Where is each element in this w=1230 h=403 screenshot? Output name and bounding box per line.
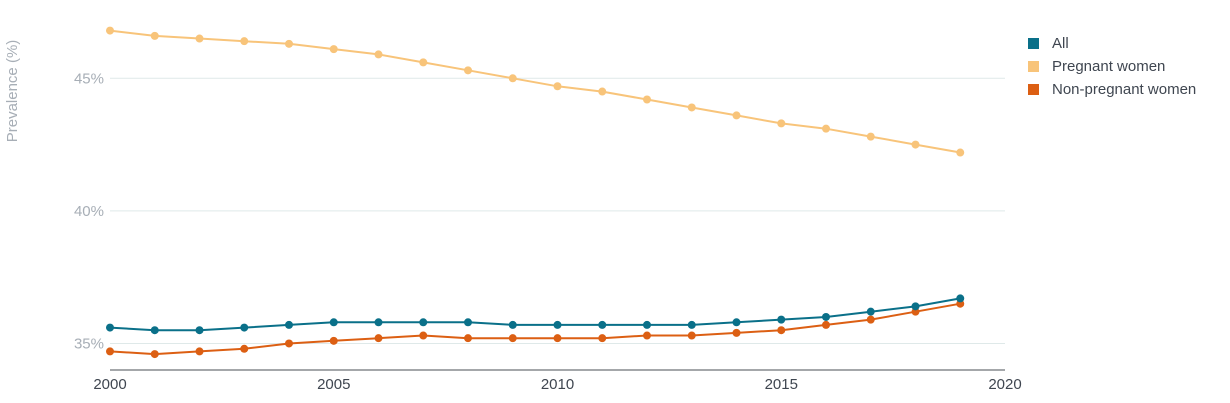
point-all-2019[interactable]: [956, 294, 965, 303]
point-pregnant-women-2015[interactable]: [777, 119, 786, 128]
point-non-pregnant-women-2001[interactable]: [150, 350, 159, 359]
point-pregnant-women-2005[interactable]: [329, 45, 338, 54]
legend-label-pregnant-women: Pregnant women: [1052, 58, 1166, 75]
point-all-2002[interactable]: [195, 326, 204, 335]
x-tick-label-2000: 2000: [93, 376, 126, 393]
point-non-pregnant-women-2009[interactable]: [508, 334, 517, 343]
point-pregnant-women-2009[interactable]: [508, 74, 517, 83]
x-tick-label-2005: 2005: [317, 376, 350, 393]
point-non-pregnant-women-2002[interactable]: [195, 347, 204, 356]
point-non-pregnant-women-2004[interactable]: [285, 339, 293, 348]
gridlines: [110, 77, 1005, 344]
point-non-pregnant-women-2012[interactable]: [643, 331, 651, 340]
point-pregnant-women-2007[interactable]: [419, 58, 428, 67]
y-tick-label-40: 40%: [74, 203, 104, 220]
point-non-pregnant-women-2010[interactable]: [553, 334, 562, 343]
series-pregnant-women: [106, 26, 965, 157]
legend-swatch-all: [1028, 38, 1039, 49]
point-non-pregnant-women-2015[interactable]: [777, 326, 786, 335]
point-pregnant-women-2008[interactable]: [464, 66, 472, 75]
point-all-2005[interactable]: [329, 318, 338, 327]
y-axis-title: Prevalence (%): [4, 40, 21, 143]
point-all-2001[interactable]: [150, 326, 159, 335]
series-line-all: [109, 297, 961, 332]
legend-swatch-non-pregnant-women: [1028, 84, 1039, 95]
point-all-2015[interactable]: [777, 315, 786, 324]
point-pregnant-women-2002[interactable]: [195, 34, 204, 43]
point-non-pregnant-women-2005[interactable]: [329, 336, 338, 345]
point-pregnant-women-2014[interactable]: [732, 111, 741, 120]
point-pregnant-women-2019[interactable]: [956, 148, 965, 157]
point-all-2008[interactable]: [464, 318, 472, 327]
point-pregnant-women-2010[interactable]: [553, 82, 562, 91]
point-pregnant-women-2013[interactable]: [687, 103, 696, 112]
series-all: [106, 294, 965, 335]
legend-item-non-pregnant-women[interactable]: Non-pregnant women: [1028, 78, 1196, 101]
legend: All Pregnant women Non-pregnant women: [1028, 32, 1196, 101]
point-all-2014[interactable]: [732, 318, 741, 327]
point-non-pregnant-women-2006[interactable]: [374, 334, 383, 343]
point-non-pregnant-women-2017[interactable]: [866, 315, 875, 324]
x-tick-label-2010: 2010: [541, 376, 574, 393]
point-pregnant-women-2016[interactable]: [822, 124, 830, 133]
point-pregnant-women-2017[interactable]: [866, 132, 875, 141]
point-pregnant-women-2001[interactable]: [150, 31, 159, 40]
point-pregnant-women-2004[interactable]: [285, 39, 293, 48]
point-non-pregnant-women-2011[interactable]: [598, 334, 607, 343]
point-all-2004[interactable]: [285, 320, 293, 329]
point-all-2011[interactable]: [598, 320, 607, 329]
legend-item-pregnant-women[interactable]: Pregnant women: [1028, 55, 1196, 78]
series-layer: [106, 26, 965, 359]
point-non-pregnant-women-2000[interactable]: [106, 347, 114, 356]
point-non-pregnant-women-2008[interactable]: [464, 334, 472, 343]
point-pregnant-women-2012[interactable]: [643, 95, 651, 104]
point-non-pregnant-women-2003[interactable]: [240, 344, 249, 353]
point-pregnant-women-2018[interactable]: [911, 140, 920, 149]
series-line-non-pregnant-women: [109, 302, 961, 356]
point-all-2013[interactable]: [687, 320, 696, 329]
point-all-2007[interactable]: [419, 318, 428, 327]
point-all-2012[interactable]: [643, 320, 651, 329]
legend-label-all: All: [1052, 35, 1069, 52]
point-pregnant-women-2011[interactable]: [598, 87, 607, 96]
point-all-2006[interactable]: [374, 318, 383, 327]
legend-item-all[interactable]: All: [1028, 32, 1196, 55]
x-tick-label-2020: 2020: [988, 376, 1021, 393]
point-all-2018[interactable]: [911, 302, 920, 311]
point-pregnant-women-2006[interactable]: [374, 50, 383, 59]
series-line-pregnant-women: [109, 29, 961, 154]
point-all-2017[interactable]: [866, 307, 875, 316]
x-tick-label-2015: 2015: [765, 376, 798, 393]
point-pregnant-women-2000[interactable]: [106, 26, 114, 35]
point-all-2003[interactable]: [240, 323, 249, 332]
x-axis-ticks: 2000 2005 2010 2015 2020: [93, 376, 1021, 393]
point-non-pregnant-women-2007[interactable]: [419, 331, 428, 340]
legend-swatch-pregnant-women: [1028, 61, 1039, 72]
point-non-pregnant-women-2014[interactable]: [732, 328, 741, 337]
y-axis-ticks: 35% 40% 45%: [74, 70, 104, 352]
y-tick-label-45: 45%: [74, 70, 104, 87]
point-all-2009[interactable]: [508, 320, 517, 329]
y-tick-label-35: 35%: [74, 335, 104, 352]
point-non-pregnant-women-2013[interactable]: [687, 331, 696, 340]
point-non-pregnant-women-2016[interactable]: [822, 320, 830, 329]
series-non-pregnant-women: [106, 299, 965, 359]
point-all-2010[interactable]: [553, 320, 562, 329]
point-all-2000[interactable]: [106, 323, 114, 332]
point-all-2016[interactable]: [822, 312, 830, 321]
legend-label-non-pregnant-women: Non-pregnant women: [1052, 81, 1197, 98]
point-pregnant-women-2003[interactable]: [240, 37, 249, 46]
